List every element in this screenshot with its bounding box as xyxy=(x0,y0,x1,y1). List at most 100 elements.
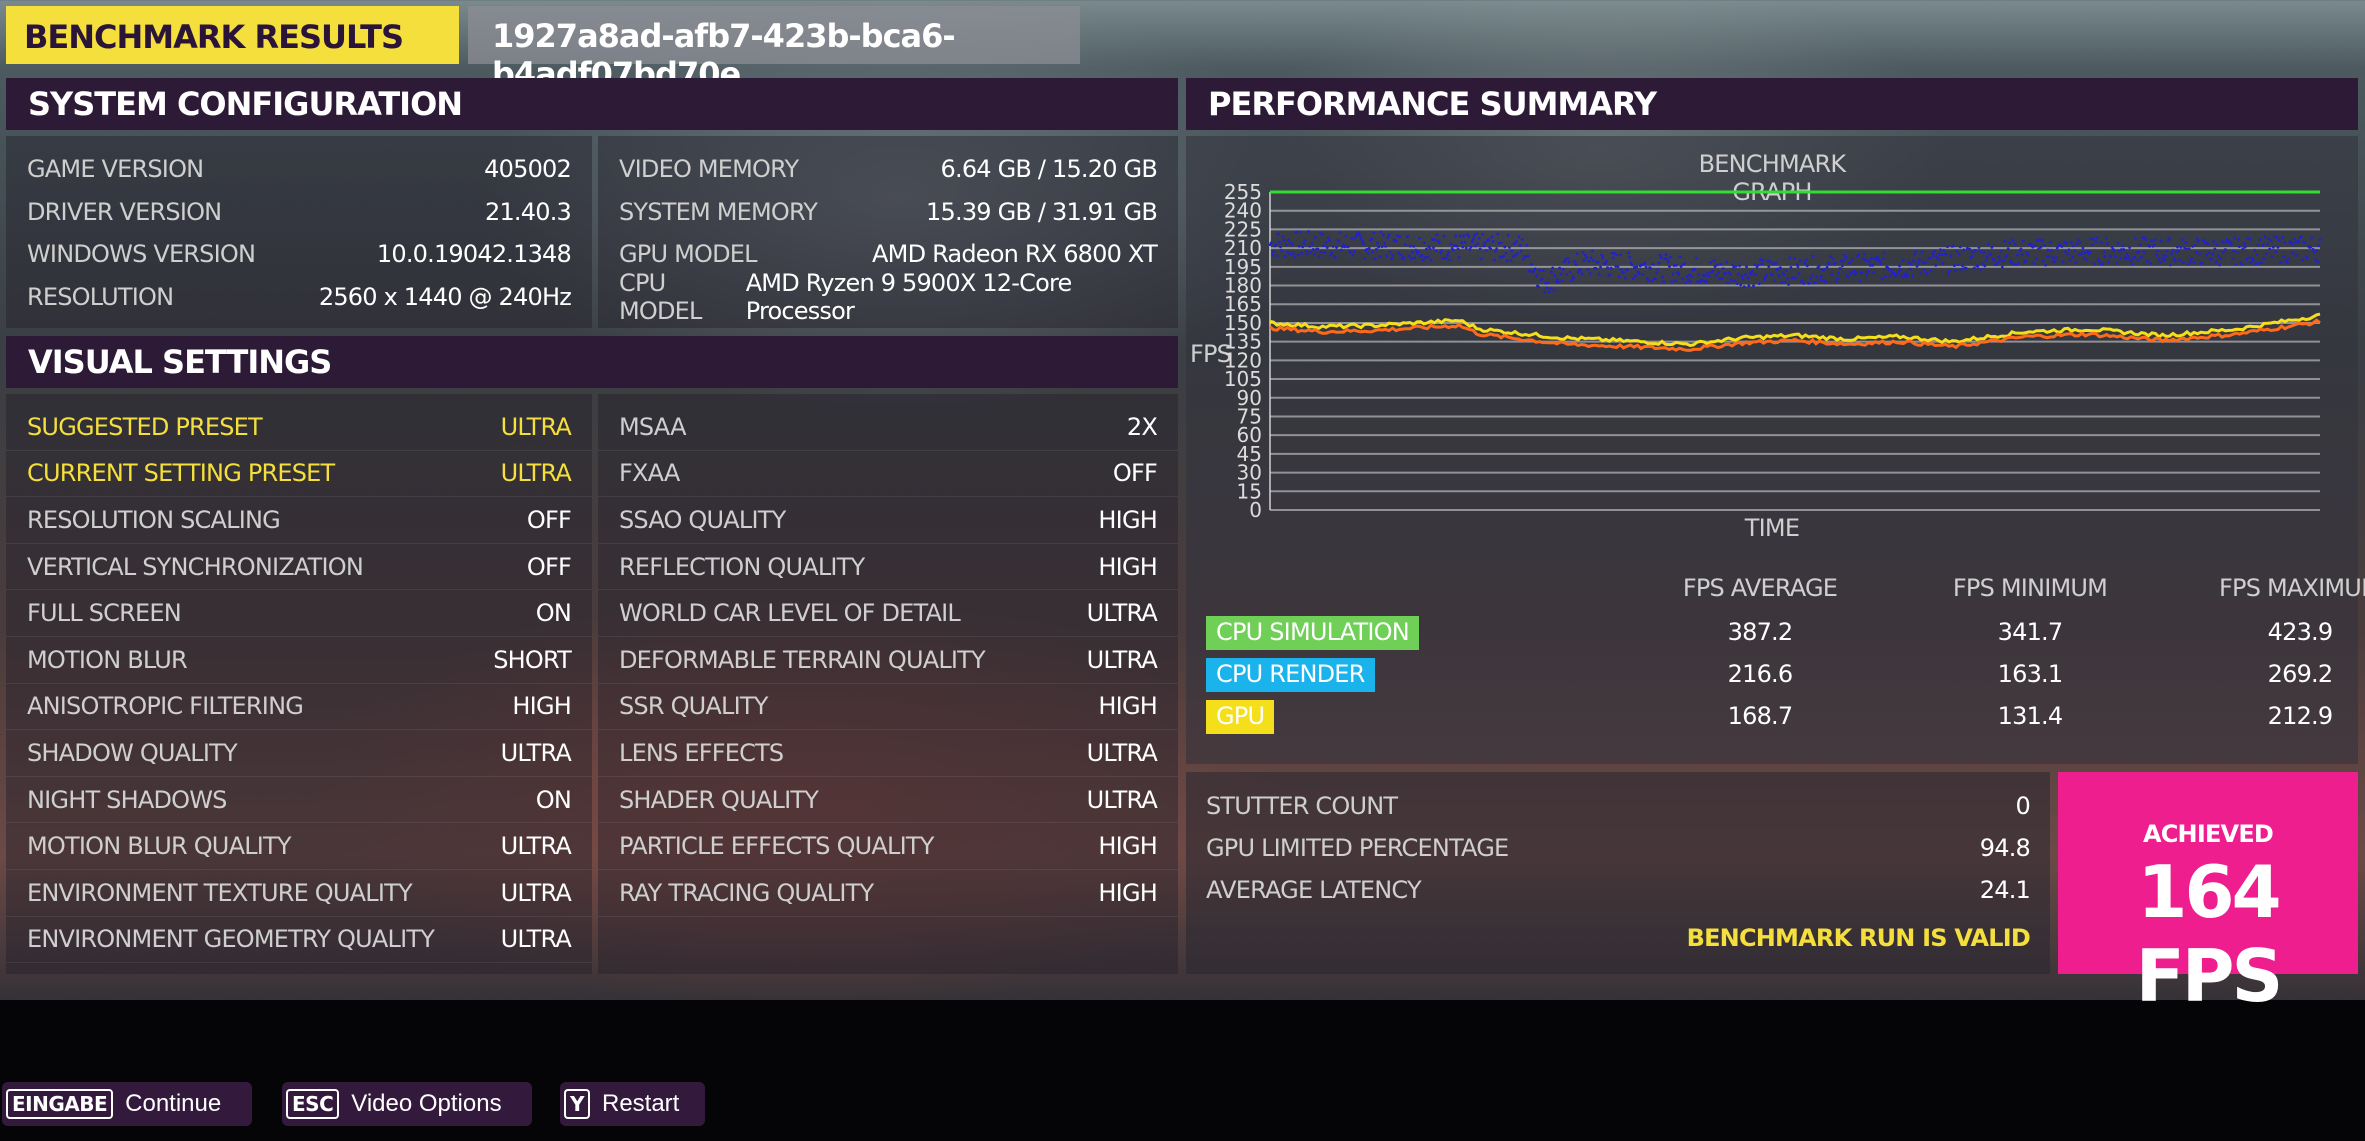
scatter-point xyxy=(2178,258,2182,262)
scatter-point xyxy=(2294,240,2297,244)
scatter-point xyxy=(2150,239,2154,242)
scatter-point xyxy=(2109,254,2113,258)
scatter-point xyxy=(1783,280,1787,284)
video-options-label: Video Options xyxy=(351,1090,502,1117)
scatter-point xyxy=(2076,238,2080,242)
scatter-point xyxy=(1719,262,1723,266)
scatter-point xyxy=(2317,244,2321,248)
scatter-point xyxy=(2032,262,2036,265)
scatter-point xyxy=(2315,249,2318,252)
video-options-button[interactable]: ESC Video Options xyxy=(282,1082,532,1126)
scatter-point xyxy=(1777,274,1781,277)
setting-label: GPU MODEL xyxy=(619,240,757,269)
scatter-point xyxy=(1608,273,1612,276)
scatter-point xyxy=(1412,244,1416,248)
scatter-point xyxy=(1663,257,1667,261)
scatter-point xyxy=(1634,274,1637,278)
scatter-point xyxy=(1557,280,1560,284)
scatter-point xyxy=(1589,256,1593,260)
setting-row: GPU MODEL AMD Radeon RX 6800 XT xyxy=(598,233,1178,276)
scatter-point xyxy=(1693,267,1697,271)
scatter-point xyxy=(1726,281,1730,285)
scatter-point xyxy=(1301,245,1305,249)
perf-cell: 423.9 xyxy=(2267,618,2334,646)
setting-label: VERTICAL SYNCHRONIZATION xyxy=(27,552,364,581)
scatter-point xyxy=(1964,266,1968,270)
scatter-point xyxy=(1861,256,1865,260)
scatter-point xyxy=(1962,248,1966,252)
scatter-point xyxy=(1362,242,1365,246)
scatter-point xyxy=(1409,256,1413,260)
scatter-point xyxy=(1729,278,1733,282)
scatter-point xyxy=(1892,271,1896,275)
esc-key-icon: ESC xyxy=(286,1089,340,1119)
scatter-point xyxy=(1794,276,1797,280)
scatter-point xyxy=(1343,245,1347,249)
scatter-point xyxy=(2016,253,2019,257)
scatter-point xyxy=(1958,245,1962,249)
perf-row: CPU RENDER 216.6 163.1 269.2 xyxy=(1200,658,2340,692)
scatter-point xyxy=(1481,232,1484,236)
scatter-point xyxy=(1469,245,1473,249)
setting-label: REFLECTION QUALITY xyxy=(619,552,865,581)
scatter-point xyxy=(2014,263,2018,267)
scatter-point xyxy=(1712,259,1716,262)
scatter-point xyxy=(1385,254,1389,258)
scatter-point xyxy=(2172,256,2176,260)
stat-label: GPU LIMITED PERCENTAGE xyxy=(1206,834,1509,862)
scatter-point xyxy=(1533,267,1537,271)
scatter-point xyxy=(1736,272,1740,276)
scatter-point xyxy=(2046,248,2050,252)
continue-button[interactable]: EINGABE Continue xyxy=(2,1082,252,1126)
scatter-point xyxy=(2234,263,2238,266)
scatter-point xyxy=(2038,238,2042,241)
scatter-point xyxy=(1316,247,1320,251)
scatter-point xyxy=(1309,250,1313,254)
scatter-point xyxy=(2192,260,2196,264)
y-tick-label: 150 xyxy=(1224,311,1262,335)
restart-button[interactable]: Y Restart xyxy=(560,1082,705,1126)
scatter-point xyxy=(1830,272,1834,276)
scatter-point xyxy=(2163,258,2167,262)
achieved-label: ACHIEVED xyxy=(2142,820,2274,848)
scatter-point xyxy=(2295,254,2299,257)
scatter-point xyxy=(1833,261,1837,265)
scatter-point xyxy=(2063,250,2067,253)
scatter-point xyxy=(1858,279,1862,283)
scatter-point xyxy=(1779,266,1782,270)
scatter-point xyxy=(2075,242,2079,246)
scatter-point xyxy=(1383,241,1386,245)
scatter-point xyxy=(1656,268,1660,271)
scatter-point xyxy=(2187,247,2191,250)
scatter-point xyxy=(2176,245,2179,249)
scatter-point xyxy=(1946,245,1949,249)
scatter-point xyxy=(1791,276,1795,280)
scatter-point xyxy=(1754,272,1758,276)
scatter-point xyxy=(1461,245,1465,249)
scatter-point xyxy=(1555,278,1559,282)
scatter-point xyxy=(1429,258,1433,262)
scatter-point xyxy=(2232,249,2235,253)
scatter-point xyxy=(2292,237,2296,240)
scatter-point xyxy=(1696,280,1699,283)
scatter-point xyxy=(1867,260,1871,263)
scatter-point xyxy=(2290,242,2294,246)
setting-row: DEFORMABLE TERRAIN QUALITY ULTRA xyxy=(598,637,1178,684)
stat-label: AVERAGE LATENCY xyxy=(1206,876,1422,904)
scatter-point xyxy=(2142,250,2146,254)
scatter-point xyxy=(1819,274,1823,278)
scatter-point xyxy=(1470,240,1474,243)
scatter-point xyxy=(1295,230,1299,234)
scatter-point xyxy=(1881,257,1885,260)
scatter-point xyxy=(1575,252,1579,256)
scatter-point xyxy=(2214,260,2218,264)
scatter-point xyxy=(1677,273,1681,276)
scatter-point xyxy=(2246,236,2249,240)
scatter-point xyxy=(2275,235,2279,239)
setting-row: SSR QUALITY HIGH xyxy=(598,684,1178,731)
scatter-point xyxy=(2104,236,2108,240)
stat-gpu-limited: GPU LIMITED PERCENTAGE 94.8 xyxy=(1206,834,2031,862)
scatter-point xyxy=(1670,280,1674,284)
scatter-point xyxy=(1687,273,1691,276)
setting-row: RESOLUTION SCALING OFF xyxy=(6,497,592,544)
